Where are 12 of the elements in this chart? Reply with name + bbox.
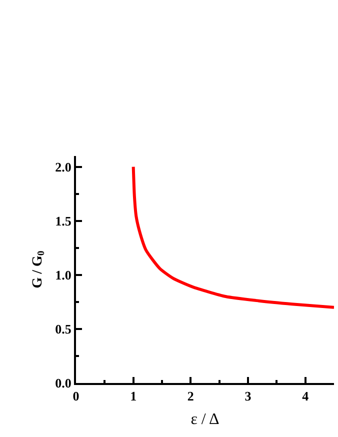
line-series	[132, 165, 334, 309]
y-tick-label: 0.0	[55, 376, 72, 391]
y-tick-label: 2.0	[55, 159, 72, 174]
y-tick-label: 1.5	[55, 213, 72, 228]
y-tick-label: 1.0	[55, 267, 72, 282]
x-tick-label: 3	[244, 388, 252, 404]
y-tick-label: 0.5	[55, 322, 72, 336]
x-tick-label: 2	[187, 388, 194, 404]
x-axis-title: ε / Δ	[190, 410, 220, 428]
x-tick-label: 1	[130, 388, 137, 404]
x-tick-label: 0	[72, 388, 80, 404]
x-tick-label: 4	[302, 388, 310, 404]
